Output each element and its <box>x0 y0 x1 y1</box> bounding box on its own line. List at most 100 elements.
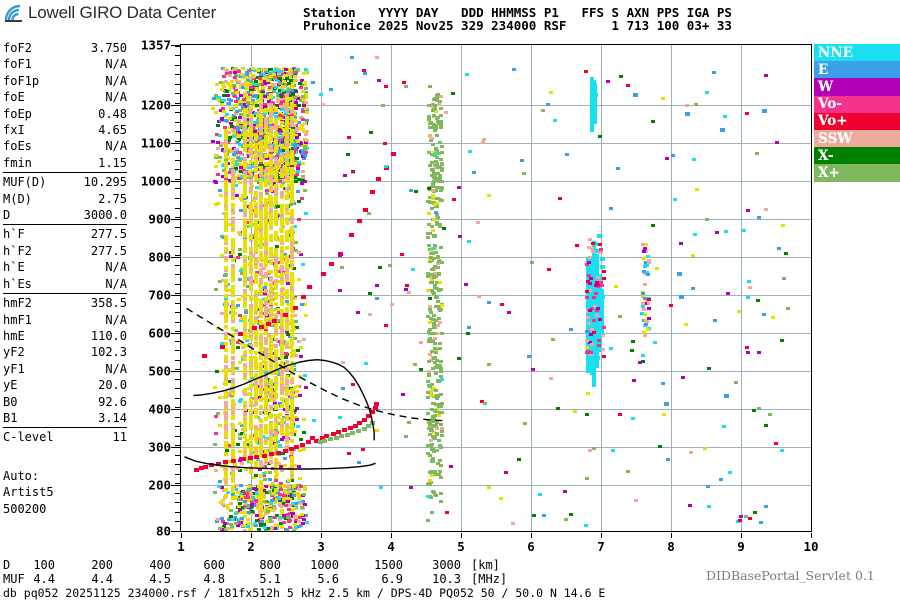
parameter-key: foEp <box>3 106 32 121</box>
x-tick-label: 7 <box>597 539 605 554</box>
ionogram-plot[interactable] <box>180 44 812 532</box>
y-axis: 80 200 300 400 500 600 700 800 900 1000 1100 1200 13… <box>132 38 180 539</box>
y-tick-label: 600 <box>148 325 171 341</box>
y-tick-minor <box>175 245 180 247</box>
legend-item-vo[interactable]: Vo- <box>814 95 900 113</box>
servlet-version: DIDBasePortal_Servlet 0.1 <box>706 568 875 583</box>
parameter-value: 92.6 <box>98 394 127 409</box>
parameter-key: yF2 <box>3 345 25 360</box>
y-tick-label: 400 <box>148 401 171 417</box>
muf-cell: 5.6 <box>317 572 339 586</box>
legend-item-w[interactable]: W <box>814 78 900 96</box>
muf-cell: 600 <box>203 558 225 572</box>
parameter-row: fmin 1.15 <box>3 155 127 171</box>
y-tick-major <box>171 531 180 532</box>
parameter-value: 11 <box>112 430 127 445</box>
grid-line-vertical <box>741 45 742 531</box>
parameter-row: h`E N/A <box>3 259 127 275</box>
muf-cell: 400 <box>149 558 171 572</box>
y-tick-label: 800 <box>148 249 171 265</box>
y-tick-minor <box>175 502 180 504</box>
y-tick-minor <box>175 369 180 371</box>
autoscaler-info: Auto: Artist5 500200 <box>3 468 54 517</box>
muf-cell: 3000 <box>432 558 461 572</box>
x-tick-label: 1 <box>177 539 185 554</box>
grid-line-vertical <box>461 45 462 531</box>
legend-label: X- <box>818 147 834 164</box>
x-tick <box>391 533 392 538</box>
y-tick-label: 700 <box>148 287 171 303</box>
parameter-value: 358.5 <box>90 296 127 311</box>
legend-item-ssw[interactable]: SSW <box>814 129 900 148</box>
y-tick-minor <box>175 169 180 171</box>
y-tick-minor <box>175 121 180 123</box>
parameter-row: B1 3.14 <box>3 410 127 426</box>
legend-item-e[interactable]: E <box>814 61 900 79</box>
parameter-key: foE <box>3 90 25 105</box>
y-tick-minor <box>175 159 180 161</box>
parameter-key: foEs <box>3 139 32 154</box>
grid-line-vertical <box>671 45 672 531</box>
x-tick <box>531 533 532 538</box>
grid-line-horizontal <box>181 219 811 220</box>
grid-line-horizontal <box>181 181 811 182</box>
x-tick-label: 5 <box>457 539 465 554</box>
y-tick-minor <box>175 416 180 418</box>
y-tick-label: 1200 <box>140 97 171 113</box>
y-tick-minor <box>175 64 180 66</box>
y-tick-minor <box>175 178 180 180</box>
legend-item-x[interactable]: X+ <box>814 164 900 182</box>
y-tick-major <box>171 104 180 106</box>
x-tick <box>181 533 182 538</box>
y-tick-major <box>171 256 180 258</box>
parameter-row: h`F 277.5 <box>3 226 127 242</box>
legend-item-vo[interactable]: Vo+ <box>814 112 900 130</box>
parameter-key: h`E <box>3 260 25 275</box>
y-tick-minor <box>175 293 180 295</box>
legend-item-nne[interactable]: NNE <box>814 44 900 62</box>
grid-line-horizontal <box>181 447 811 448</box>
parameter-key: h`F2 <box>3 243 32 258</box>
y-tick-minor <box>175 321 180 323</box>
y-tick-major <box>171 333 180 335</box>
y-tick-minor <box>175 483 180 485</box>
y-tick-minor <box>175 407 180 409</box>
parameter-value: 277.5 <box>90 227 127 242</box>
legend-label: X+ <box>818 164 840 181</box>
y-tick-major <box>171 180 180 182</box>
y-tick-major <box>171 45 180 46</box>
parameter-value: 3.14 <box>98 410 127 425</box>
x-tick <box>601 533 602 538</box>
muf-cell: 1000 <box>310 558 339 572</box>
parameter-row: h`F2 277.5 <box>3 243 127 259</box>
parameter-key: foF2 <box>3 41 32 55</box>
parameter-value: 20.0 <box>98 378 127 393</box>
y-tick-minor <box>175 397 180 399</box>
muf-cell: 4.5 <box>149 572 171 586</box>
y-tick-minor <box>175 264 180 266</box>
parameter-value: N/A <box>105 57 127 72</box>
y-tick-minor <box>175 359 180 361</box>
parameter-row: C-level 11 <box>3 429 127 445</box>
parameter-key: h`F <box>3 227 25 242</box>
model-curve <box>186 307 444 422</box>
y-tick-minor <box>175 492 180 494</box>
parameter-key: D <box>3 208 11 223</box>
y-tick-major <box>171 218 180 220</box>
y-tick-minor <box>175 274 180 276</box>
parameter-row: foF1 N/A <box>3 56 127 72</box>
legend-item-x[interactable]: X- <box>814 147 900 165</box>
y-tick-minor <box>175 435 180 437</box>
legend-label: W <box>818 78 834 95</box>
parameter-key: yE <box>3 378 18 393</box>
parameter-key: hmE <box>3 328 25 343</box>
y-tick-minor <box>175 55 180 57</box>
muf-cell: 4.8 <box>203 572 225 586</box>
parameter-key: B1 <box>3 410 18 425</box>
y-tick-minor <box>175 236 180 238</box>
y-tick-minor <box>175 150 180 152</box>
header-labels: Station YYYY DAY DDD HHMMSS P1 FFS S AXN… <box>303 5 732 20</box>
muf-cell: 200 <box>91 558 113 572</box>
x-tick <box>741 533 742 538</box>
y-tick-label: 300 <box>148 439 171 455</box>
